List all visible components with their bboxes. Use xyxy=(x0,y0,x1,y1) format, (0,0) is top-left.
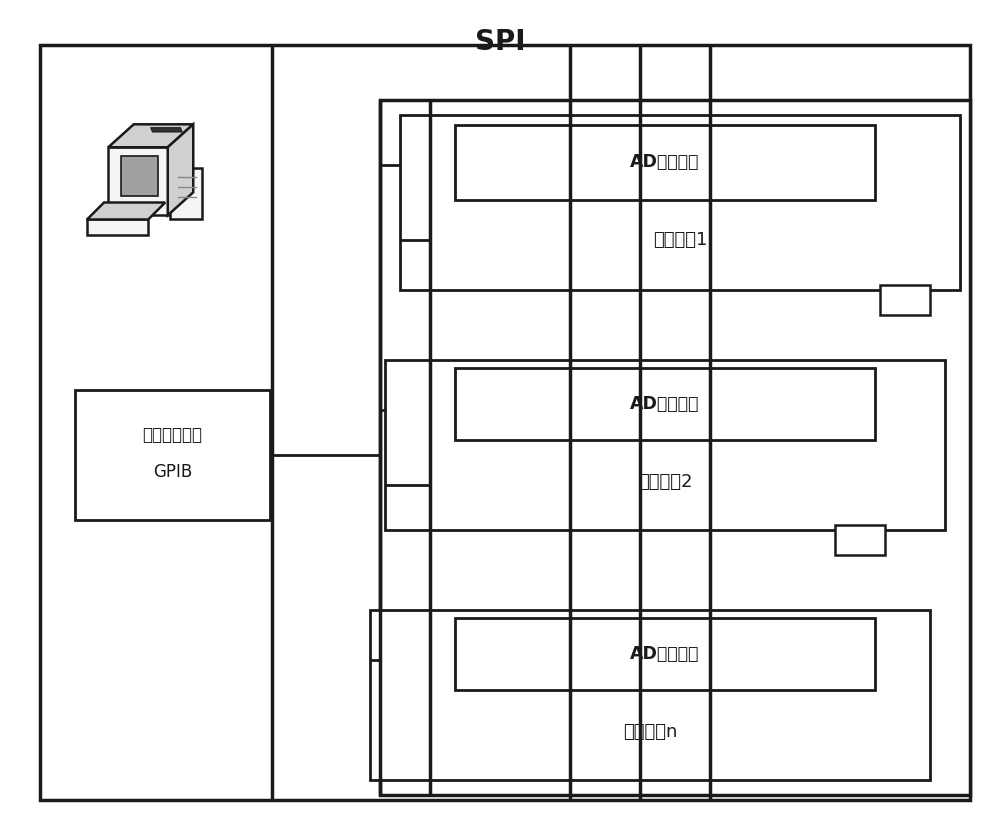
Bar xyxy=(370,610,930,780)
Bar xyxy=(455,368,875,440)
Polygon shape xyxy=(121,155,158,196)
Text: AD电压采集: AD电压采集 xyxy=(630,645,700,663)
Bar xyxy=(455,618,875,690)
Text: 程控多路开关: 程控多路开关 xyxy=(143,426,202,444)
Text: AD电压采集: AD电压采集 xyxy=(630,395,700,413)
Bar xyxy=(380,100,970,795)
Text: AD电压采集: AD电压采集 xyxy=(630,154,700,172)
Bar xyxy=(385,360,945,530)
Polygon shape xyxy=(170,169,202,219)
Polygon shape xyxy=(108,147,168,215)
Polygon shape xyxy=(151,127,182,132)
Text: 电源装置2: 电源装置2 xyxy=(638,473,692,491)
Bar xyxy=(835,525,885,555)
Polygon shape xyxy=(108,124,193,147)
Bar xyxy=(400,115,960,290)
Bar xyxy=(880,285,930,315)
Bar xyxy=(455,125,875,200)
Text: 电源装置1: 电源装置1 xyxy=(653,231,707,249)
Bar xyxy=(75,390,270,520)
Text: SPI: SPI xyxy=(475,28,525,56)
Polygon shape xyxy=(87,202,165,219)
Polygon shape xyxy=(168,124,193,215)
Polygon shape xyxy=(87,219,148,235)
Text: 电源装置n: 电源装置n xyxy=(623,723,677,741)
Text: GPIB: GPIB xyxy=(153,463,192,481)
